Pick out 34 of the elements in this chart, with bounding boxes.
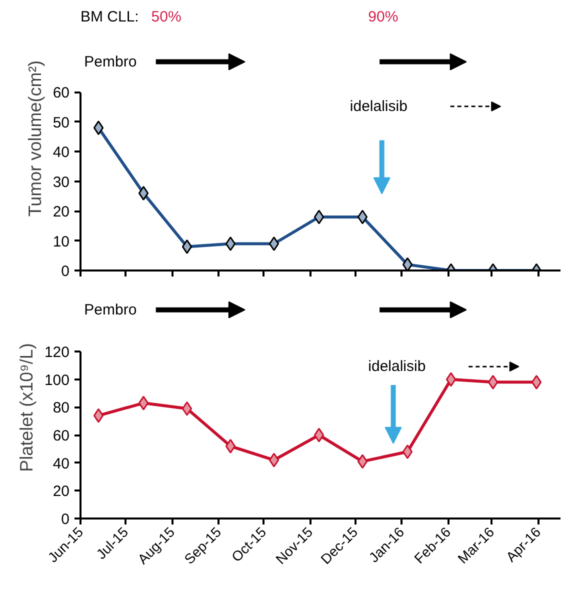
point — [182, 401, 192, 416]
annotation: idelalisib — [368, 358, 426, 376]
text: 50% — [151, 8, 182, 26]
y-tick-label: 0 — [61, 511, 70, 528]
point — [138, 396, 149, 410]
y-tick-label: 10 — [52, 233, 70, 250]
y-tick-label: 0 — [61, 263, 70, 280]
y-tick-label: 60 — [52, 84, 70, 102]
y-tick-label: 20 — [52, 483, 70, 500]
y-tick-label: 40 — [52, 455, 70, 472]
point — [268, 452, 280, 468]
point — [225, 438, 236, 454]
y-tick-label: 100 — [44, 372, 70, 389]
y-axis-title: Tumor volume(cm²) — [24, 60, 45, 217]
point — [314, 428, 324, 442]
text: Pembro — [84, 53, 137, 70]
y-tick-label: 30 — [52, 174, 70, 191]
text: Pembro — [84, 301, 137, 318]
text: BM CLL: — [80, 8, 139, 26]
point — [531, 374, 542, 390]
point — [93, 408, 104, 423]
y-tick-label: 120 — [44, 344, 70, 362]
point — [402, 444, 413, 459]
y-tick-label: 60 — [52, 428, 70, 445]
text: 90% — [368, 8, 398, 26]
point — [488, 374, 498, 390]
annotation: idelalisib — [350, 98, 408, 115]
y-tick-label: 20 — [52, 204, 70, 221]
point — [446, 372, 456, 387]
y-tick-label: 80 — [52, 400, 70, 417]
point — [357, 454, 368, 469]
y-tick-label: 50 — [52, 114, 70, 132]
y-axis-title: Platelet (x10⁹/L) — [16, 343, 36, 472]
y-tick-label: 40 — [52, 144, 70, 162]
